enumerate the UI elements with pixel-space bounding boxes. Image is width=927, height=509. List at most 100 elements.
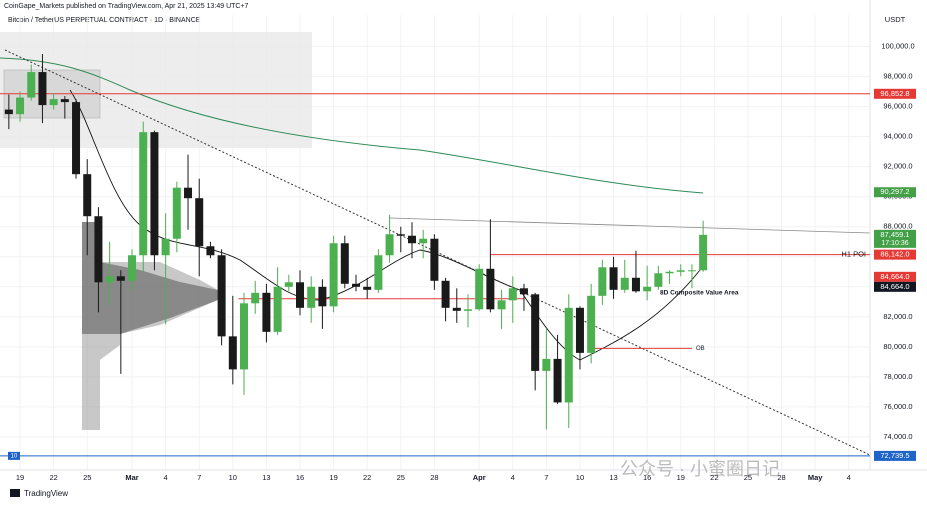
- y-tick-label: 82,000.0: [883, 312, 912, 321]
- candle-body: [206, 246, 215, 256]
- x-tick-label: 4: [511, 473, 515, 482]
- candle-body: [150, 132, 159, 256]
- x-tick-label: 4: [164, 473, 168, 482]
- y-tick-label: 76,000.0: [883, 402, 912, 411]
- candle-body: [564, 307, 573, 403]
- candle-body: [441, 280, 450, 308]
- level-label: OB: [696, 346, 705, 352]
- x-tick-label: 10: [576, 473, 584, 482]
- candle-body: [16, 97, 25, 115]
- symbol: Bitcoin / TetherUS PERPETUAL CONTRACT · …: [8, 17, 201, 24]
- candle-body: [329, 243, 338, 307]
- level-tag: [8, 451, 20, 460]
- candle-body: [676, 270, 685, 272]
- candle-body: [531, 294, 540, 371]
- y-tick-label: 78,000.0: [883, 372, 912, 381]
- candle-body: [486, 268, 495, 310]
- candle-body: [687, 270, 696, 272]
- price-tag-label: 96,852.8: [880, 89, 909, 98]
- currency: USDT: [885, 15, 906, 24]
- candle-body: [139, 132, 148, 256]
- candle-body: [407, 235, 416, 244]
- candle-body: [699, 234, 708, 271]
- candle-body: [575, 307, 584, 353]
- candle-body: [452, 307, 461, 311]
- candle-body: [60, 99, 69, 103]
- price-tag-label: 84,664.0: [880, 282, 909, 291]
- x-tick-label: 19: [677, 473, 685, 482]
- candle-body: [497, 300, 506, 310]
- price-tag-label: 90,297.2: [880, 187, 909, 196]
- candle-body: [374, 255, 383, 290]
- y-tick-label: 100,000.0: [881, 42, 914, 51]
- candle-body: [273, 286, 282, 332]
- candle-body: [49, 99, 58, 106]
- candle-body: [27, 72, 36, 98]
- tv-logo: [10, 489, 20, 497]
- candle-body: [598, 267, 607, 296]
- candle-body: [665, 271, 674, 274]
- price-tag-label: 84,664.0: [880, 272, 909, 281]
- y-tick-label: 92,000.0: [883, 162, 912, 171]
- x-tick-label: 16: [296, 473, 304, 482]
- candle-body: [363, 286, 372, 290]
- candle-body: [195, 198, 204, 247]
- candle-body: [463, 309, 472, 311]
- x-tick-label: Mar: [125, 473, 138, 482]
- candle-body: [172, 187, 181, 239]
- publisher: CoinGape_Markets published on TradingVie…: [4, 3, 249, 10]
- x-tick-label: May: [808, 473, 823, 482]
- price-tag-label: 72,739.5: [880, 451, 909, 460]
- countdown: 17:10:36: [881, 240, 908, 247]
- price-tag-label: 87,459.1: [880, 230, 909, 239]
- price-tag: [874, 281, 916, 292]
- candle-body: [228, 336, 237, 370]
- x-tick-label: 13: [609, 473, 617, 482]
- level-label: H1 POI: [841, 250, 866, 259]
- x-tick-label: 25: [83, 473, 91, 482]
- candle-body: [587, 295, 596, 353]
- x-tick-label: 22: [363, 473, 371, 482]
- candle-body: [519, 288, 528, 295]
- x-tick-label: Apr: [473, 473, 486, 482]
- x-tick-label: 22: [49, 473, 57, 482]
- volume-profile-va: [82, 222, 218, 334]
- candle-body: [105, 276, 114, 283]
- x-tick-label: 7: [544, 473, 548, 482]
- candle-body: [475, 268, 484, 310]
- candle-body: [83, 174, 92, 217]
- y-tick-label: 96,000.0: [883, 102, 912, 111]
- candle-body: [251, 292, 260, 304]
- x-tick-label: 25: [397, 473, 405, 482]
- candle-body: [217, 255, 226, 337]
- brand: TradingView: [24, 489, 68, 498]
- x-tick-label: 7: [197, 473, 201, 482]
- candle-body: [351, 283, 360, 287]
- candle-body: [609, 267, 618, 290]
- candle-body: [643, 286, 652, 292]
- candle-body: [240, 303, 249, 370]
- candle-body: [430, 238, 439, 281]
- y-tick-label: 98,000.0: [883, 72, 912, 81]
- price-tag: [874, 271, 916, 282]
- price-tag: [874, 187, 916, 198]
- candle-body: [654, 273, 663, 287]
- x-tick-label: 13: [262, 473, 270, 482]
- x-tick-label: 19: [329, 473, 337, 482]
- candle-body: [620, 277, 629, 290]
- candle-body: [72, 102, 81, 175]
- candle-body: [116, 276, 125, 281]
- decor: [0, 0, 927, 497]
- candle-body: [94, 216, 103, 283]
- candle-body: [396, 234, 405, 236]
- price-tag: [874, 88, 916, 99]
- x-tick-label: 16: [643, 473, 651, 482]
- annotation: 8D Composite Value Area: [660, 290, 739, 297]
- y-tick-label: 80,000.0: [883, 342, 912, 351]
- ma-long: [0, 57, 704, 194]
- price-tag-label: 86,142.0: [880, 250, 909, 259]
- candle-body: [553, 358, 562, 403]
- countdown-tag: [874, 238, 916, 248]
- candle-body: [419, 238, 428, 244]
